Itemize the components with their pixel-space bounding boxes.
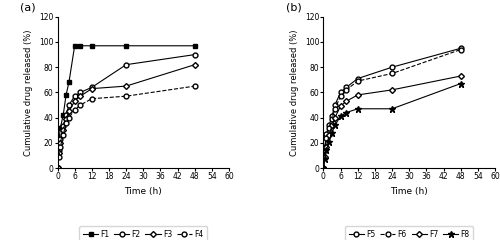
Text: (b): (b): [286, 3, 302, 13]
Y-axis label: Cumulative drug released (%): Cumulative drug released (%): [290, 29, 299, 156]
X-axis label: Time (h): Time (h): [124, 187, 162, 196]
Legend: F1, F2, F3, F4: F1, F2, F3, F4: [79, 226, 208, 240]
Legend: F5, F6, F7, F8: F5, F6, F7, F8: [345, 226, 474, 240]
Text: (a): (a): [20, 3, 36, 13]
Y-axis label: Cumulative drug released (%): Cumulative drug released (%): [24, 29, 34, 156]
X-axis label: Time (h): Time (h): [390, 187, 428, 196]
